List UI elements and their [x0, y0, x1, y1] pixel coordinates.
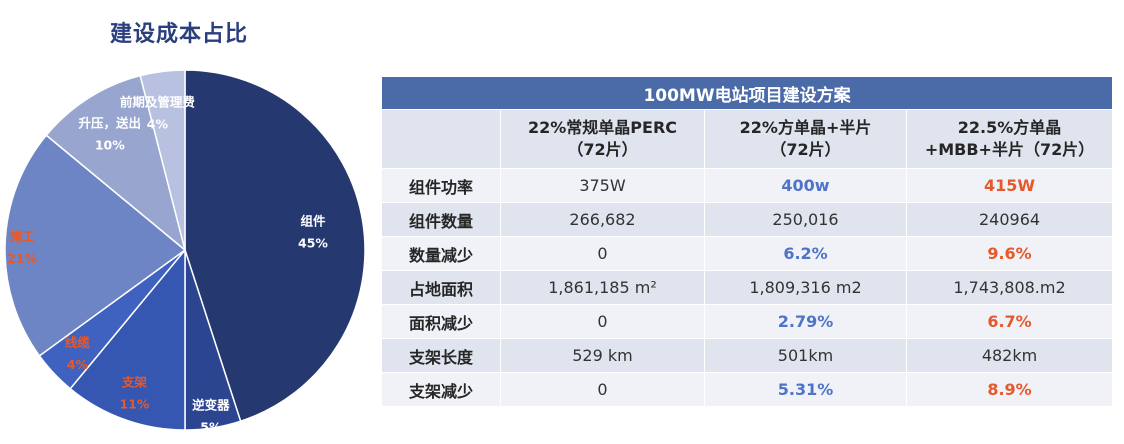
- table-title: 100MW电站项目建设方案: [380, 76, 1114, 110]
- table-row: 支架长度 529 km 501km 482km: [381, 338, 1114, 373]
- pie-slice-value-label: 10%: [95, 138, 125, 153]
- table-cell: 250,016: [704, 202, 907, 237]
- column-header-line2: （72片）: [770, 140, 841, 159]
- table-cell: 375W: [500, 168, 705, 203]
- row-label: 数量减少: [381, 236, 501, 271]
- table-cell: 529 km: [500, 338, 705, 373]
- row-label: 组件数量: [381, 202, 501, 237]
- column-header: 22.5%方单晶 +MBB+半片（72片）: [905, 109, 1114, 169]
- column-header-line1: 22.5%方单晶: [957, 118, 1062, 137]
- pie-slice-label: 支架: [121, 375, 148, 390]
- pie-slice-value-label: 21%: [7, 251, 37, 266]
- pie-slice-value-label: 45%: [298, 236, 328, 251]
- table-row: 组件功率 375W 400w 415W: [381, 168, 1114, 203]
- table-cell: 266,682: [500, 202, 705, 237]
- pie-slice-value-label: 5%: [200, 420, 222, 435]
- row-label: 组件功率: [381, 168, 501, 203]
- pie-slice-label: 施工: [10, 229, 36, 244]
- table-cell: 1,743,808.m2: [905, 270, 1114, 305]
- pie-slice: [139, 69, 186, 251]
- table-cell: 1,861,185 m²: [500, 270, 705, 305]
- pie-chart-title: 建设成本占比: [110, 22, 249, 47]
- table-cell: 8.9%: [905, 372, 1114, 407]
- pie-slice-label: 线缆: [65, 335, 91, 350]
- comparison-table-container: 100MW电站项目建设方案 22%常规单晶PERC （72片） 22%方单晶+半片…: [380, 76, 1114, 407]
- table-cell: 9.6%: [905, 236, 1114, 271]
- pie-slice-label: 逆变器: [192, 398, 230, 413]
- table-body: 22%常规单晶PERC （72片） 22%方单晶+半片 （72片） 22.5%方单晶…: [381, 109, 1114, 407]
- table-row: 占地面积 1,861,185 m² 1,809,316 m2 1,743,808.m2: [381, 270, 1114, 305]
- table-row: 面积减少 0 2.79% 6.7%: [381, 304, 1114, 339]
- table-cell: 5.31%: [704, 372, 907, 407]
- table-cell: 2.79%: [704, 304, 907, 339]
- table-cell: 6.2%: [704, 236, 907, 271]
- row-label: 占地面积: [381, 270, 501, 305]
- row-label: 支架减少: [381, 372, 501, 407]
- pie-slice-label: 前期及管理费: [120, 95, 196, 110]
- column-header: 22%常规单晶PERC （72片）: [500, 109, 705, 169]
- table-cell: 415W: [905, 168, 1114, 203]
- comparison-table: 100MW电站项目建设方案 22%常规单晶PERC （72片） 22%方单晶+半片…: [380, 76, 1114, 407]
- pie-slice: [184, 69, 366, 423]
- table-cell: 501km: [704, 338, 907, 373]
- table-row: 支架减少 0 5.31% 8.9%: [381, 372, 1114, 407]
- table-cell: 1,809,316 m2: [704, 270, 907, 305]
- corner-cell: [381, 109, 501, 169]
- table-column-header-row: 22%常规单晶PERC （72片） 22%方单晶+半片 （72片） 22.5%方单晶…: [381, 109, 1114, 169]
- pie-slice-label: 升压，送出: [79, 116, 142, 131]
- row-label: 面积减少: [381, 304, 501, 339]
- table-cell: 400w: [704, 168, 907, 203]
- table-cell: 240964: [905, 202, 1114, 237]
- table-cell: 482km: [905, 338, 1114, 373]
- pie-chart: 组件 45% 逆变器 5% 支架 11% 线缆 4% 施工 21% 升压，送出 10% 前期及管理费 4%: [4, 69, 366, 435]
- table-cell: 0: [500, 236, 705, 271]
- column-header: 22%方单晶+半片 （72片）: [704, 109, 907, 169]
- column-header-line2: +MBB+半片（72片）: [924, 140, 1095, 159]
- table-row: 组件数量 266,682 250,016 240964: [381, 202, 1114, 237]
- column-header-line1: 22%常规单晶PERC: [527, 118, 678, 137]
- pie-slice-value-label: 4%: [147, 117, 169, 132]
- pie-slice-value-label: 4%: [67, 357, 89, 372]
- pie-slice: [69, 247, 186, 431]
- table-cell: 0: [500, 304, 705, 339]
- row-label: 支架长度: [381, 338, 501, 373]
- pie-slice: [45, 74, 187, 253]
- pie-slice: [4, 134, 187, 357]
- table-row: 数量减少 0 6.2% 9.6%: [381, 236, 1114, 271]
- column-header-line1: 22%方单晶+半片: [739, 118, 872, 137]
- column-header-line2: （72片）: [567, 140, 638, 159]
- table-cell: 6.7%: [905, 304, 1114, 339]
- table-cell: 0: [500, 372, 705, 407]
- pie-slice-label: 组件: [300, 214, 326, 229]
- pie-slice-value-label: 11%: [119, 397, 149, 412]
